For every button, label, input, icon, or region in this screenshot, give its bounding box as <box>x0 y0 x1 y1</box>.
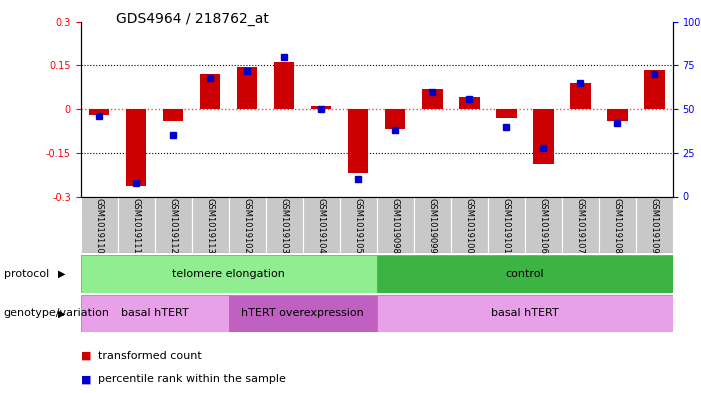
Text: ▶: ▶ <box>58 309 66 318</box>
Text: basal hTERT: basal hTERT <box>121 309 189 318</box>
Bar <box>636 196 673 253</box>
Text: GSM1019102: GSM1019102 <box>243 198 252 254</box>
Bar <box>377 295 673 332</box>
Text: GSM1019112: GSM1019112 <box>169 198 177 254</box>
Bar <box>562 196 599 253</box>
Text: ■: ■ <box>81 374 91 384</box>
Text: hTERT overexpression: hTERT overexpression <box>241 309 364 318</box>
Text: GSM1019109: GSM1019109 <box>650 198 659 254</box>
Text: GSM1019100: GSM1019100 <box>465 198 474 254</box>
Bar <box>303 196 340 253</box>
Bar <box>81 295 229 332</box>
Text: GSM1019099: GSM1019099 <box>428 198 437 254</box>
Text: GSM1019111: GSM1019111 <box>132 198 141 254</box>
Bar <box>377 255 673 293</box>
Bar <box>377 196 414 253</box>
Text: protocol: protocol <box>4 269 49 279</box>
Text: ▶: ▶ <box>58 269 66 279</box>
Text: control: control <box>505 269 544 279</box>
Bar <box>533 109 554 164</box>
Bar <box>414 196 451 253</box>
Text: GSM1019104: GSM1019104 <box>317 198 326 254</box>
Bar <box>570 83 590 109</box>
Text: ■: ■ <box>81 351 91 361</box>
Bar <box>496 109 517 118</box>
Text: GSM1019103: GSM1019103 <box>280 198 289 254</box>
Text: genotype/variation: genotype/variation <box>4 309 109 318</box>
Text: GSM1019098: GSM1019098 <box>390 198 400 254</box>
Text: transformed count: transformed count <box>98 351 202 361</box>
Text: GSM1019105: GSM1019105 <box>354 198 363 254</box>
Bar <box>422 89 442 109</box>
Bar <box>163 109 184 121</box>
Bar <box>81 196 118 253</box>
Text: GSM1019108: GSM1019108 <box>613 198 622 254</box>
Text: GSM1019106: GSM1019106 <box>539 198 548 254</box>
Text: GDS4964 / 218762_at: GDS4964 / 218762_at <box>116 12 268 26</box>
Bar <box>191 196 229 253</box>
Bar <box>348 109 369 173</box>
Bar <box>229 196 266 253</box>
Text: GSM1019101: GSM1019101 <box>502 198 511 254</box>
Text: basal hTERT: basal hTERT <box>491 309 559 318</box>
Bar <box>155 196 191 253</box>
Bar <box>229 295 376 332</box>
Bar <box>200 74 220 109</box>
Bar <box>266 196 303 253</box>
Bar <box>451 196 488 253</box>
Bar <box>274 62 294 109</box>
Bar <box>644 70 665 109</box>
Bar <box>525 196 562 253</box>
Bar <box>81 255 377 293</box>
Bar <box>385 109 405 129</box>
Bar <box>237 67 257 109</box>
Text: telomere elongation: telomere elongation <box>172 269 285 279</box>
Bar <box>126 109 147 186</box>
Text: GSM1019107: GSM1019107 <box>576 198 585 254</box>
Bar <box>311 106 332 109</box>
Bar <box>488 196 525 253</box>
Bar <box>607 109 627 121</box>
Text: GSM1019110: GSM1019110 <box>95 198 104 254</box>
Bar <box>340 196 377 253</box>
Bar <box>459 97 479 109</box>
Text: GSM1019113: GSM1019113 <box>205 198 215 254</box>
Bar <box>118 196 155 253</box>
Bar <box>89 109 109 115</box>
Bar <box>599 196 636 253</box>
Text: percentile rank within the sample: percentile rank within the sample <box>98 374 286 384</box>
